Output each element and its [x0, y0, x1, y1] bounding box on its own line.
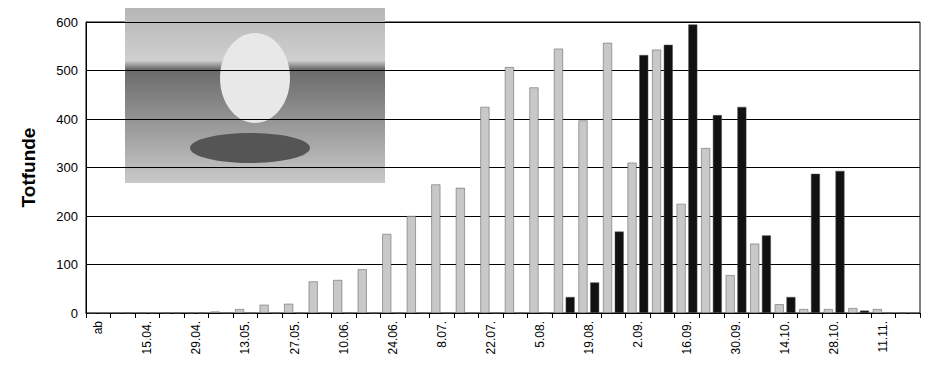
- svg-text:14.10.: 14.10.: [778, 321, 792, 354]
- svg-text:100: 100: [56, 257, 78, 272]
- svg-text:22.07.: 22.07.: [484, 321, 498, 354]
- svg-text:Totfunde: Totfunde: [18, 128, 39, 208]
- svg-text:5.08.: 5.08.: [533, 321, 547, 348]
- svg-text:0: 0: [71, 306, 78, 321]
- svg-text:30.09.: 30.09.: [729, 321, 743, 354]
- svg-text:300: 300: [56, 160, 78, 175]
- svg-text:8.07.: 8.07.: [435, 321, 449, 348]
- svg-text:400: 400: [56, 112, 78, 127]
- svg-text:500: 500: [56, 63, 78, 78]
- svg-text:15.04.: 15.04.: [140, 321, 154, 354]
- svg-text:28.10.: 28.10.: [827, 321, 841, 354]
- svg-text:2.09.: 2.09.: [631, 321, 645, 348]
- svg-text:27.05.: 27.05.: [288, 321, 302, 354]
- svg-text:13.05.: 13.05.: [238, 321, 252, 354]
- svg-text:10.06.: 10.06.: [337, 321, 351, 354]
- svg-text:19.08.: 19.08.: [582, 321, 596, 354]
- svg-text:16.09.: 16.09.: [680, 321, 694, 354]
- svg-text:200: 200: [56, 209, 78, 224]
- svg-text:600: 600: [56, 15, 78, 30]
- svg-text:29.04.: 29.04.: [189, 321, 203, 354]
- svg-text:11.11.: 11.11.: [876, 321, 890, 353]
- svg-text:24.06.: 24.06.: [386, 321, 400, 354]
- svg-text:ab: ab: [91, 321, 105, 335]
